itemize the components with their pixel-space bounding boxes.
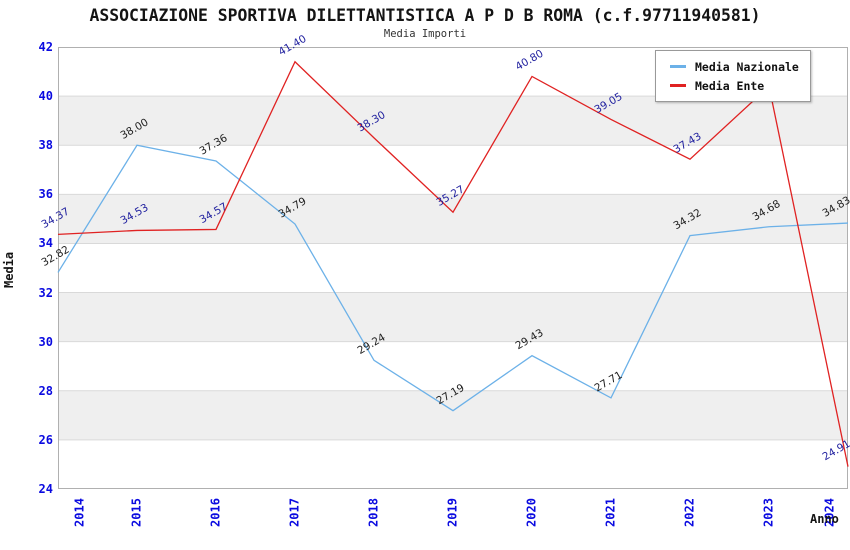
x-tick-label: 2020 (524, 498, 539, 527)
x-tick-label: 2015 (129, 498, 144, 527)
x-tick-label: 2019 (445, 498, 460, 527)
series-line-ente (57, 60, 849, 467)
chart-subtitle: Media Importi (383, 28, 467, 40)
legend: Media Nazionale Media Ente (655, 50, 811, 102)
x-axis-title: Anno (810, 512, 839, 526)
y-tick-label: 32 (38, 285, 53, 300)
y-tick-label: 28 (38, 383, 53, 398)
y-tick-label: 26 (38, 432, 53, 447)
plot-band (58, 243, 848, 293)
legend-swatch-ente-icon (670, 84, 686, 87)
legend-swatch-nazionale-icon (670, 65, 686, 68)
x-tick-label: 2018 (366, 498, 381, 527)
y-axis-title: Media (2, 251, 16, 288)
legend-item-media-nazionale: Media Nazionale (670, 57, 802, 76)
plot-band (58, 341, 848, 391)
x-tick-label: 2016 (208, 498, 223, 527)
plot-band (58, 292, 848, 342)
plot-band (58, 390, 848, 440)
x-tick-label: 2021 (603, 498, 618, 527)
legend-label-ente: Media Ente (695, 78, 765, 93)
plot-band (58, 194, 848, 244)
plot-band (58, 96, 848, 146)
x-tick-label: 2014 (72, 498, 87, 527)
y-tick-label: 34 (38, 236, 53, 251)
y-tick-label: 38 (38, 138, 53, 153)
plot-band (58, 439, 848, 489)
y-tick-label: 24 (38, 482, 53, 496)
x-tick-label: 2023 (761, 498, 776, 527)
plot-border (58, 47, 848, 489)
y-tick-label: 30 (38, 334, 53, 349)
series-line-nazionale (57, 144, 849, 412)
y-tick-label: 40 (38, 89, 53, 104)
x-tick-label: 2022 (682, 498, 697, 527)
chart-title: ASSOCIAZIONE SPORTIVA DILETTANTISTICA A … (89, 6, 761, 25)
plot-band (58, 145, 848, 195)
y-tick-label: 42 (38, 40, 53, 54)
x-tick-label: 2017 (287, 498, 302, 527)
y-tick-label: 36 (38, 187, 53, 202)
legend-label-nazionale: Media Nazionale (695, 59, 799, 74)
legend-item-media-ente: Media Ente (670, 76, 802, 95)
